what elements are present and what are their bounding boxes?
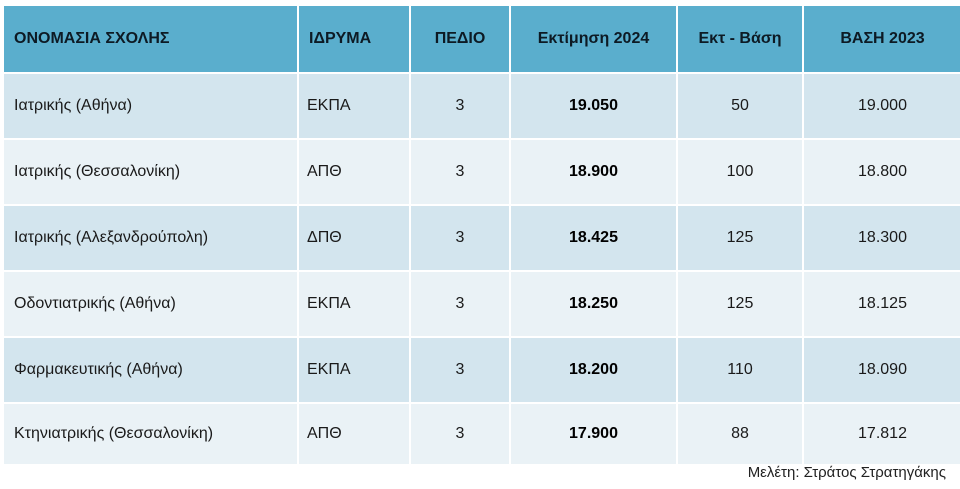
cell-school: Οδοντιατρικής (Αθήνα): [4, 272, 297, 336]
header-base: ΒΑΣΗ 2023: [804, 6, 960, 72]
cell-base: 18.300: [804, 206, 960, 270]
cell-base: 18.125: [804, 272, 960, 336]
cell-field: 3: [411, 74, 509, 138]
cell-diff: 125: [678, 272, 802, 336]
cell-base: 19.000: [804, 74, 960, 138]
header-row: ΟΝΟΜΑΣΙΑ ΣΧΟΛΗΣ ΙΔΡΥΜΑ ΠΕΔΙΟ Εκτίμηση 20…: [4, 6, 960, 72]
table-row: Ιατρικής (Αλεξανδρούπολη) ΔΠΘ 3 18.425 1…: [4, 206, 960, 270]
cell-diff: 100: [678, 140, 802, 204]
grades-table: ΟΝΟΜΑΣΙΑ ΣΧΟΛΗΣ ΙΔΡΥΜΑ ΠΕΔΙΟ Εκτίμηση 20…: [2, 4, 960, 466]
cell-estimate: 17.900: [511, 404, 676, 464]
table-row: Κτηνιατρικής (Θεσσαλονίκη) ΑΠΘ 3 17.900 …: [4, 404, 960, 464]
header-diff: Εκτ - Βάση: [678, 6, 802, 72]
cell-field: 3: [411, 338, 509, 402]
cell-diff: 110: [678, 338, 802, 402]
cell-field: 3: [411, 140, 509, 204]
cell-field: 3: [411, 206, 509, 270]
table-row: Φαρμακευτικής (Αθήνα) ΕΚΠΑ 3 18.200 110 …: [4, 338, 960, 402]
cell-base: 17.812: [804, 404, 960, 464]
cell-diff: 125: [678, 206, 802, 270]
cell-estimate: 19.050: [511, 74, 676, 138]
table-row: Ιατρικής (Θεσσαλονίκη) ΑΠΘ 3 18.900 100 …: [4, 140, 960, 204]
cell-base: 18.090: [804, 338, 960, 402]
cell-school: Κτηνιατρικής (Θεσσαλονίκη): [4, 404, 297, 464]
table-row: Ιατρικής (Αθήνα) ΕΚΠΑ 3 19.050 50 19.000: [4, 74, 960, 138]
cell-field: 3: [411, 272, 509, 336]
table-row: Οδοντιατρικής (Αθήνα) ΕΚΠΑ 3 18.250 125 …: [4, 272, 960, 336]
cell-institution: ΕΚΠΑ: [299, 272, 409, 336]
cell-field: 3: [411, 404, 509, 464]
header-school: ΟΝΟΜΑΣΙΑ ΣΧΟΛΗΣ: [4, 6, 297, 72]
cell-school: Ιατρικής (Θεσσαλονίκη): [4, 140, 297, 204]
cell-estimate: 18.200: [511, 338, 676, 402]
header-institution: ΙΔΡΥΜΑ: [299, 6, 409, 72]
cell-institution: ΑΠΘ: [299, 140, 409, 204]
cell-school: Ιατρικής (Αλεξανδρούπολη): [4, 206, 297, 270]
cell-institution: ΕΚΠΑ: [299, 338, 409, 402]
cell-estimate: 18.900: [511, 140, 676, 204]
cell-school: Ιατρικής (Αθήνα): [4, 74, 297, 138]
cell-diff: 50: [678, 74, 802, 138]
header-estimate: Εκτίμηση 2024: [511, 6, 676, 72]
cell-diff: 88: [678, 404, 802, 464]
cell-estimate: 18.425: [511, 206, 676, 270]
header-field: ΠΕΔΙΟ: [411, 6, 509, 72]
cell-estimate: 18.250: [511, 272, 676, 336]
cell-institution: ΑΠΘ: [299, 404, 409, 464]
cell-base: 18.800: [804, 140, 960, 204]
cell-school: Φαρμακευτικής (Αθήνα): [4, 338, 297, 402]
cell-institution: ΕΚΠΑ: [299, 74, 409, 138]
author-credit: Μελέτη: Στράτος Στρατηγάκης: [747, 464, 946, 481]
cell-institution: ΔΠΘ: [299, 206, 409, 270]
